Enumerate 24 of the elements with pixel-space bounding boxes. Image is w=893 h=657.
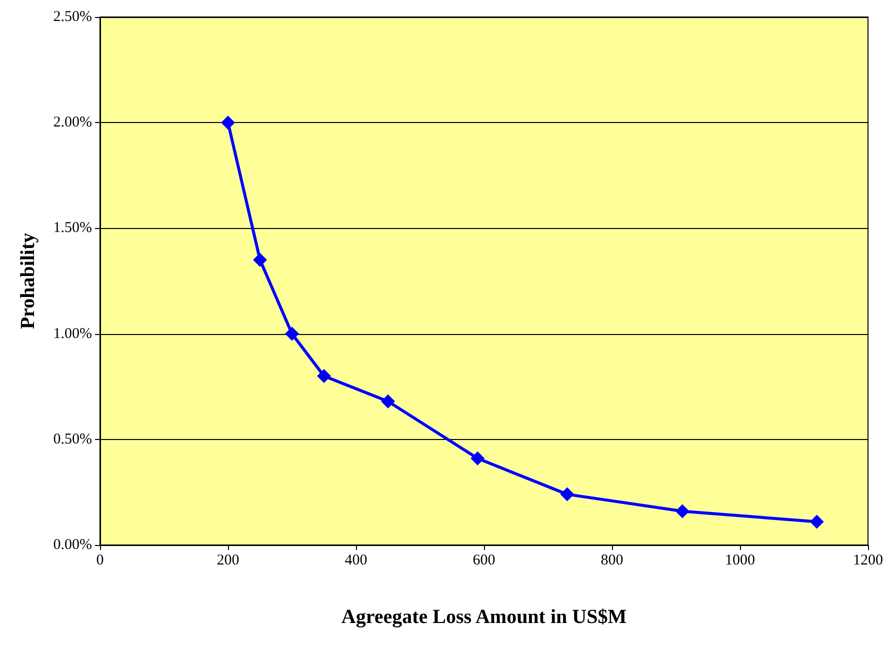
x-tick-label: 600 bbox=[472, 552, 496, 568]
y-tick-label: 1.50% bbox=[53, 220, 92, 236]
point bbox=[470, 451, 485, 466]
point bbox=[381, 394, 395, 408]
y-tick-label: 1.00% bbox=[53, 326, 92, 342]
point bbox=[810, 514, 824, 529]
y-tick-label: 2.00% bbox=[53, 114, 92, 131]
point bbox=[675, 504, 690, 518]
x-tick-label: 0 bbox=[96, 552, 104, 568]
point bbox=[285, 326, 299, 341]
point bbox=[317, 369, 331, 384]
y-tick-label: 0.00% bbox=[53, 537, 92, 553]
x-tick-label: 800 bbox=[600, 552, 624, 568]
x-tick-label: 400 bbox=[344, 552, 368, 568]
point bbox=[253, 252, 267, 267]
x-tick-label: 200 bbox=[216, 552, 240, 568]
y-axis-title: Prohability bbox=[17, 232, 39, 330]
x-tick-label: 1000 bbox=[725, 552, 755, 568]
point bbox=[221, 116, 235, 130]
y-tick-label: 2.50% bbox=[53, 9, 92, 25]
y-tick-label: 0.50% bbox=[53, 431, 92, 448]
x-axis-title: Agreegate Loss Amount in US$M bbox=[341, 606, 627, 628]
point bbox=[560, 487, 574, 502]
x-tick-label: 1200 bbox=[853, 552, 883, 568]
